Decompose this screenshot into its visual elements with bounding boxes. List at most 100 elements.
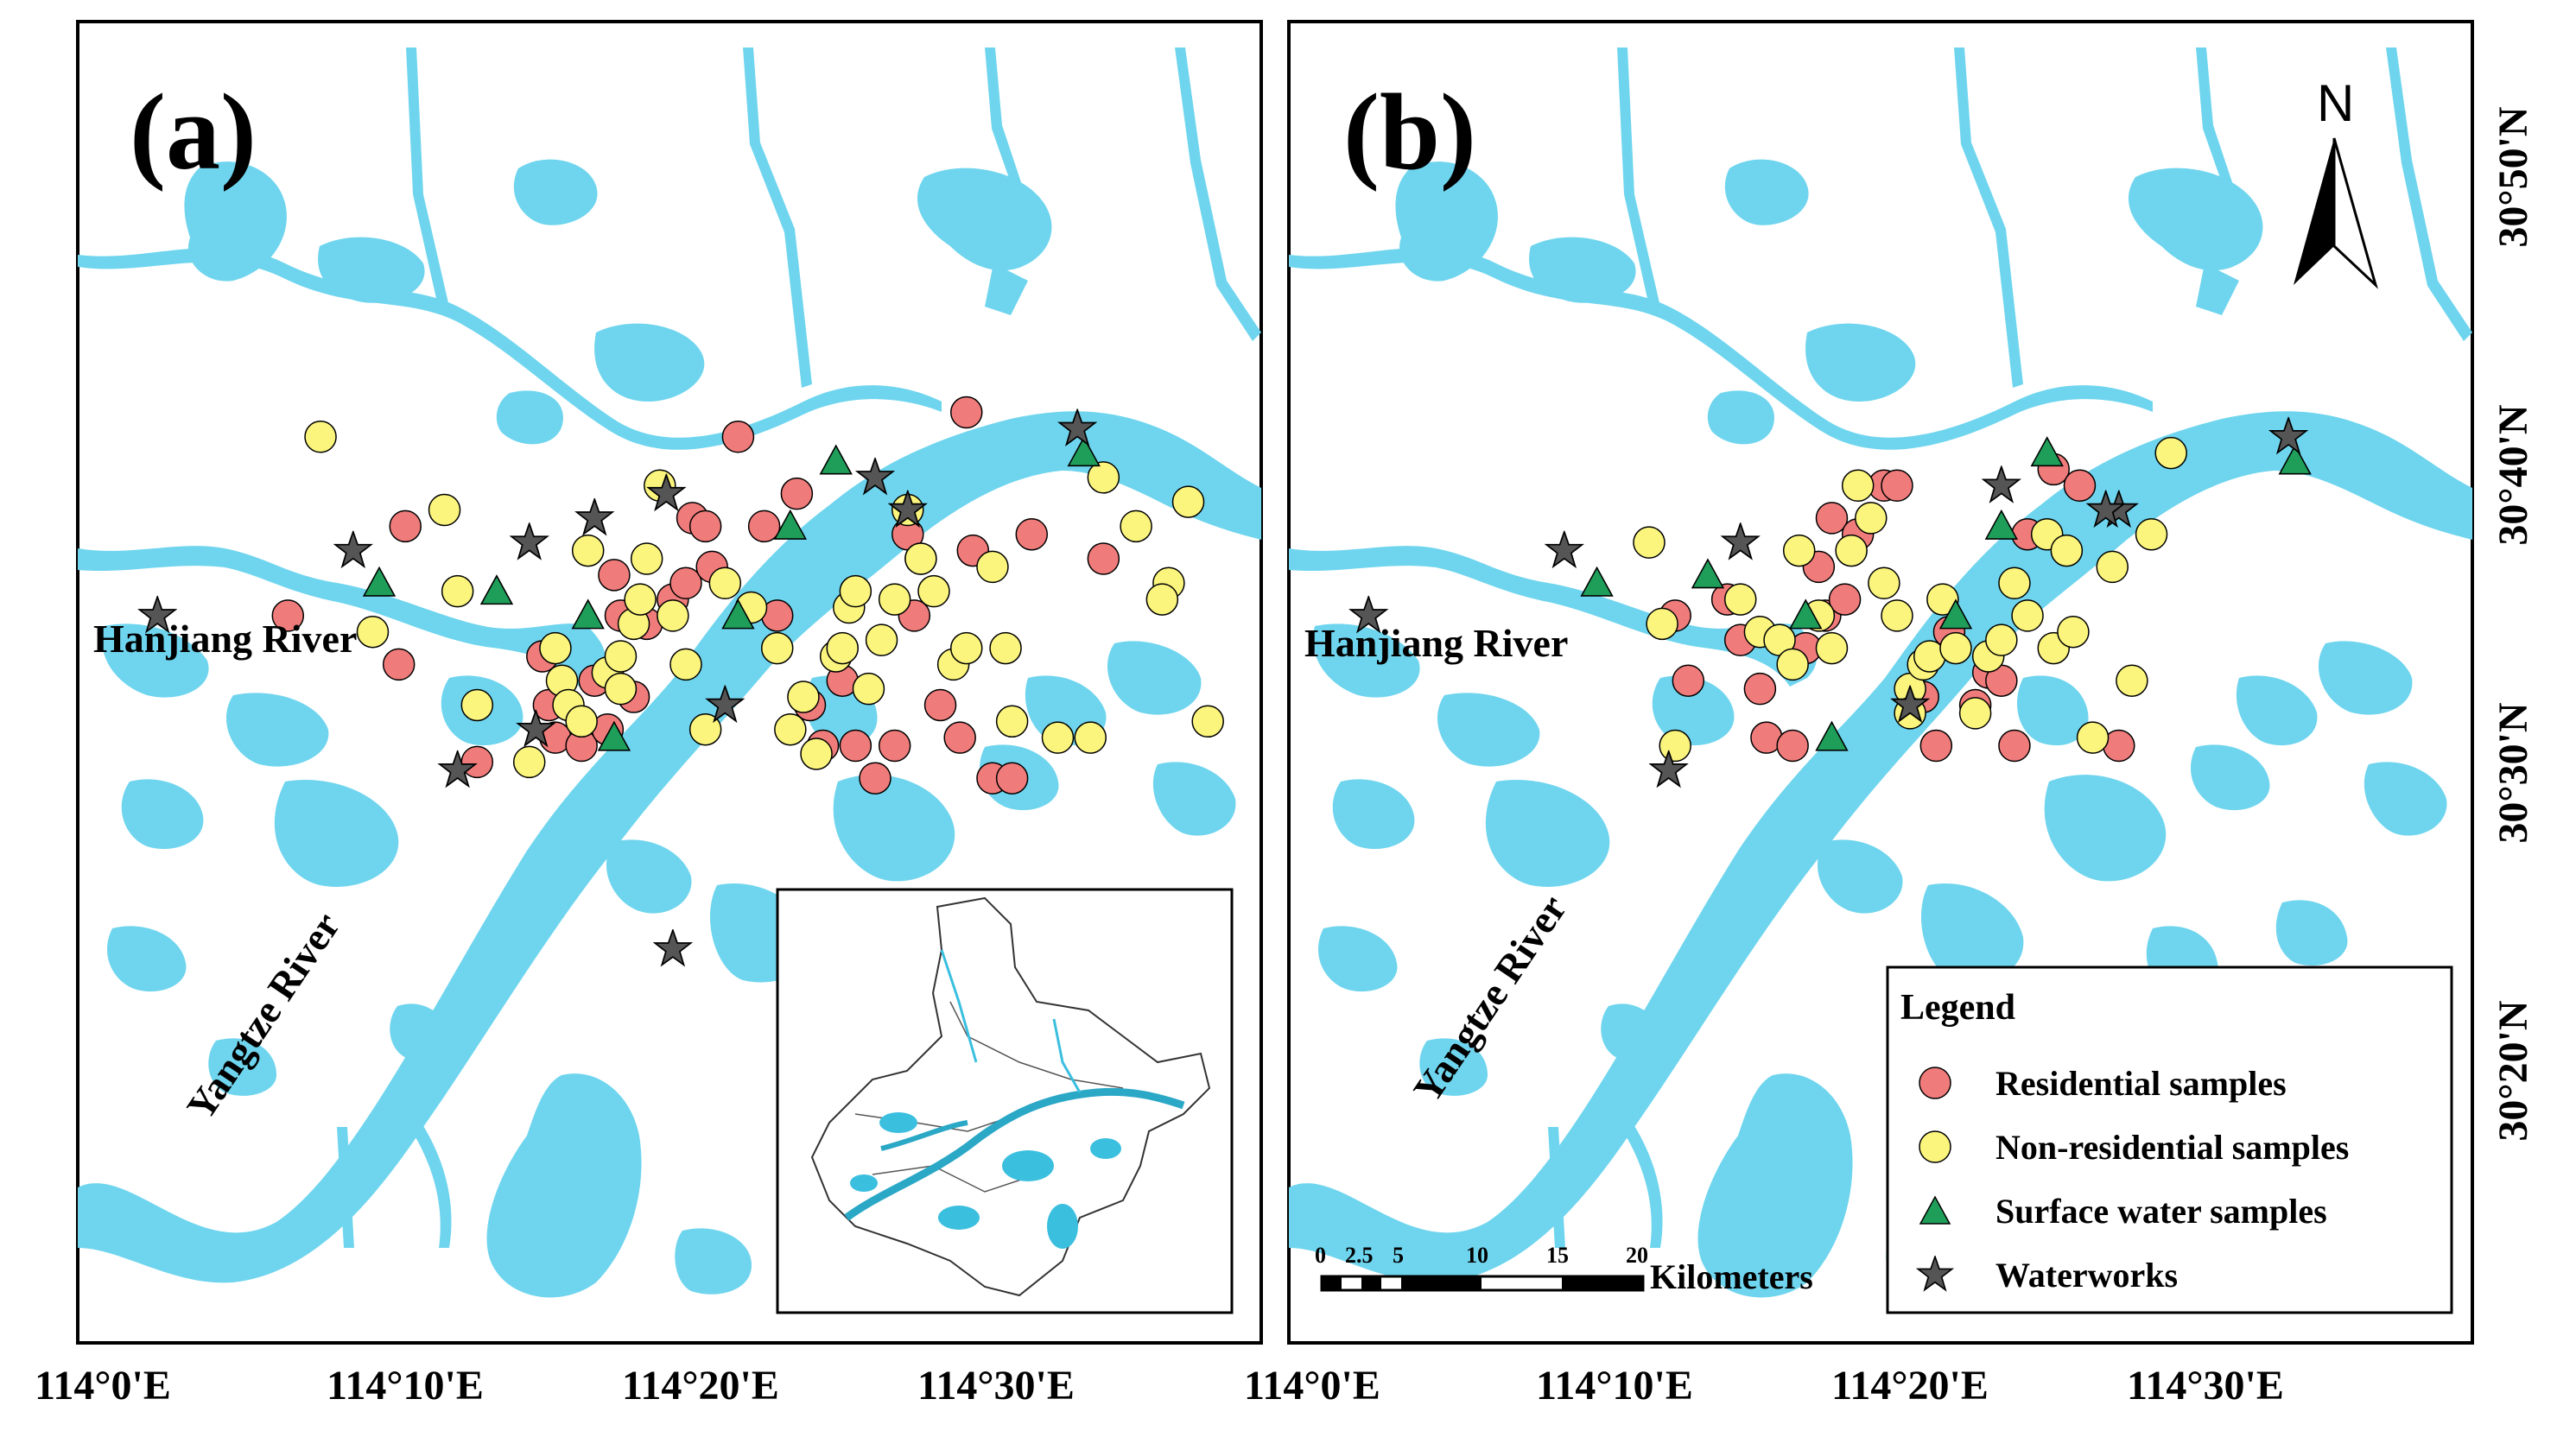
lat-tick-30: 30°30'N [2490, 702, 2536, 844]
residential-sample-marker [1776, 729, 1809, 763]
non-residential-sample-marker [989, 631, 1022, 665]
non-residential-sample-marker [839, 574, 872, 608]
non-residential-sample-marker [1646, 607, 1678, 641]
non-residential-sample-marker [571, 534, 605, 567]
scale-number-5: 5 [1393, 1243, 1404, 1268]
scale-bar: 0 2.5 5 10 15 20 Kilometers [1315, 1243, 1813, 1296]
inset-map [776, 888, 1234, 1314]
non-residential-sample-marker [1835, 534, 1868, 567]
latitude-axis: 30°50'N 30°40'N 30°30'N 30°20'N [2490, 106, 2536, 1142]
residential-sample-marker [1743, 672, 1777, 706]
legend-residential-label: Residential samples [1995, 1064, 2287, 1103]
non-residential-sample-marker [1881, 599, 1913, 632]
panel-a-label: (a) [130, 73, 257, 193]
non-residential-sample-marker [852, 672, 885, 706]
lon-tick-a-30: 114°30'E [917, 1363, 1075, 1409]
non-residential-sample-marker [2154, 436, 2187, 470]
residential-sample-marker [1998, 729, 2031, 763]
residential-sample-marker [859, 762, 891, 794]
panel-a: (a) Hanjiang River Yangtze River [76, 20, 1263, 1345]
legend: Legend Residential samples Non-residenti… [1886, 965, 2453, 1314]
non-residential-sample-marker [304, 421, 337, 453]
non-residential-sample-marker [1120, 510, 1152, 543]
non-residential-sample-marker [2011, 599, 2044, 632]
non-residential-sample-marker [669, 648, 702, 681]
lon-tick-a-10: 114°10'E [327, 1363, 484, 1409]
residential-sample-marker [839, 729, 872, 763]
non-residential-sample-marker [2116, 664, 2148, 697]
legend-box [1886, 965, 2453, 1314]
legend-non-residential-label: Non-residential samples [1995, 1128, 2349, 1167]
non-residential-sample-marker [2096, 550, 2129, 584]
non-residential-sample-marker [1659, 729, 1691, 763]
hanjiang-river-label-b: Hanjiang River [1304, 621, 1568, 665]
non-residential-sample-marker [904, 542, 937, 575]
non-residential-sample-marker [1776, 648, 1809, 681]
residential-sample-marker [460, 745, 494, 779]
non-residential-sample-marker [1074, 721, 1107, 754]
legend-title: Legend [1900, 988, 2015, 1028]
non-residential-sample-marker [1171, 485, 1205, 518]
non-residential-sample-marker [1041, 721, 1075, 754]
legend-waterworks-label: Waterworks [1995, 1256, 2178, 1295]
non-residential-sample-marker [2135, 518, 2168, 551]
north-arrow-label: N [2317, 74, 2354, 132]
lon-tick-b-10: 114°10'E [1536, 1363, 1693, 1409]
residential-sample-marker [780, 477, 814, 510]
panel-b-label: (b) [1343, 73, 1476, 193]
lon-tick-a-20: 114°20'E [622, 1363, 779, 1409]
non-residential-sample-marker [878, 583, 911, 616]
non-residential-sample-marker [800, 737, 833, 770]
residential-sample-marker [721, 421, 755, 453]
scale-number-15: 15 [1546, 1243, 1569, 1268]
lon-tick-b-20: 114°20'E [1831, 1363, 1989, 1409]
scale-number-10: 10 [1466, 1243, 1488, 1268]
non-residential-sample-marker [976, 550, 1009, 584]
non-residential-sample-marker [356, 615, 390, 649]
non-residential-sample-marker [1145, 583, 1179, 616]
scale-number-0: 0 [1315, 1243, 1326, 1268]
non-residential-sample-marker [1723, 583, 1757, 616]
non-residential-sample-marker [2057, 615, 2090, 649]
non-residential-sample-marker [1958, 697, 1992, 730]
residential-sample-marker [2063, 469, 2097, 503]
legend-residential-symbol [1919, 1067, 1951, 1099]
non-residential-sample-marker [565, 705, 598, 738]
non-residential-sample-marker [1841, 469, 1875, 503]
lon-tick-b-0: 114°0'E [1244, 1363, 1380, 1409]
north-arrow-right-half [2332, 137, 2378, 289]
non-residential-sample-marker [1815, 631, 1849, 665]
lon-tick-b-30: 114°30'E [2127, 1363, 2284, 1409]
non-residential-sample-marker [512, 745, 546, 779]
residential-sample-marker [1828, 583, 1862, 616]
non-residential-sample-marker [787, 681, 820, 713]
non-residential-sample-marker [995, 705, 1029, 738]
wuhan-outline [810, 896, 1211, 1297]
non-residential-sample-marker [428, 493, 461, 527]
non-residential-sample-marker [760, 631, 794, 665]
residential-sample-marker [950, 396, 983, 429]
residential-sample-marker [1015, 518, 1049, 551]
non-residential-sample-marker [1782, 534, 1816, 567]
residential-sample-marker [688, 510, 722, 543]
residential-sample-marker [943, 721, 976, 754]
north-arrow: N [2294, 74, 2378, 289]
scale-number-2-5: 2.5 [1345, 1243, 1374, 1268]
non-residential-sample-marker [1087, 461, 1120, 494]
lon-tick-a-0: 114°0'E [35, 1363, 171, 1409]
residential-sample-marker [995, 762, 1029, 794]
residential-sample-marker [923, 688, 957, 722]
non-residential-sample-marker [604, 640, 638, 673]
north-arrow-left-half [2294, 138, 2334, 285]
non-residential-sample-marker [708, 567, 742, 599]
non-residential-sample-marker [460, 688, 494, 722]
panel-b-samples [1349, 417, 2312, 788]
lat-tick-50: 30°50'N [2490, 106, 2536, 248]
non-residential-sample-marker [624, 583, 657, 616]
non-residential-sample-marker [1998, 567, 2031, 599]
lat-tick-20: 30°20'N [2490, 1000, 2536, 1142]
scale-number-20: 20 [1626, 1243, 1648, 1268]
legend-surface-water-label: Surface water samples [1995, 1192, 2327, 1231]
residential-sample-marker [878, 729, 911, 763]
